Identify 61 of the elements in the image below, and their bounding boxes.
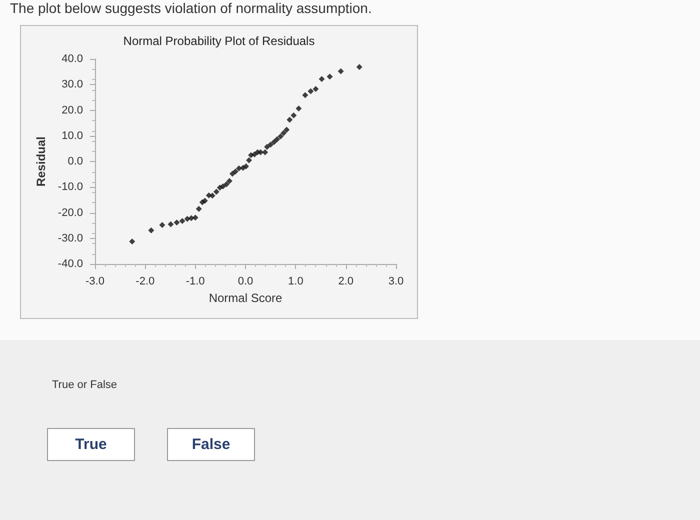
point [168,221,174,228]
point [159,222,166,228]
point [246,157,252,164]
point [223,181,230,188]
point [209,192,216,199]
point [184,216,190,222]
point [264,144,270,150]
x-tick-label: 2.0 [338,276,354,288]
point [278,133,284,140]
point [286,116,293,123]
y-tick-label: -20.0 [58,206,83,219]
point [302,92,308,98]
point [232,168,238,174]
point [268,142,274,148]
y-tick-label: -30.0 [58,232,83,244]
y-tick-label: 30.0 [62,78,83,91]
point [274,136,280,142]
y-tick-label: -40.0 [58,258,83,270]
y-tick-label: 0.0 [68,156,83,168]
point [243,163,249,170]
y-tick-label: 40.0 [62,53,83,65]
y-tick-label: 10.0 [62,130,83,142]
point [296,105,302,112]
x-tick-label: 0.0 [238,276,254,288]
point [338,68,344,74]
x-tick-label: -3.0 [86,276,104,288]
point [213,188,220,195]
point [188,215,194,222]
y-tick-label: -10.0 [58,181,83,194]
x-tick-label: 1.0 [288,276,304,288]
answer-button[interactable]: True [47,428,135,461]
x-tick-label: 3.0 [388,276,404,288]
point [258,149,264,156]
text: True or False [52,379,118,391]
x-axis-title: Normal Score [208,290,282,305]
point [284,126,290,133]
chart-title: Normal Probability Plot of Residuals [123,34,315,48]
point [262,149,268,156]
point [148,227,154,234]
point [308,88,314,94]
point [271,139,278,146]
point [356,64,362,70]
point [326,74,333,80]
y-axis-title: Residual [34,136,48,187]
y-tick-label: 20.0 [62,104,83,116]
point [280,130,287,136]
point [290,112,297,118]
point [312,86,319,92]
x-tick-label: -2.0 [136,276,155,288]
point [179,218,186,224]
point [174,219,180,226]
text: The plot below suggests violation of normality assumption. [10,0,372,16]
point [202,198,208,204]
point [226,178,232,184]
point [220,183,226,190]
x-tick-label: -1.0 [186,276,205,288]
point [129,238,136,244]
point [192,214,198,221]
point [196,206,202,212]
answer-button[interactable]: False [167,428,255,461]
point [318,76,325,82]
